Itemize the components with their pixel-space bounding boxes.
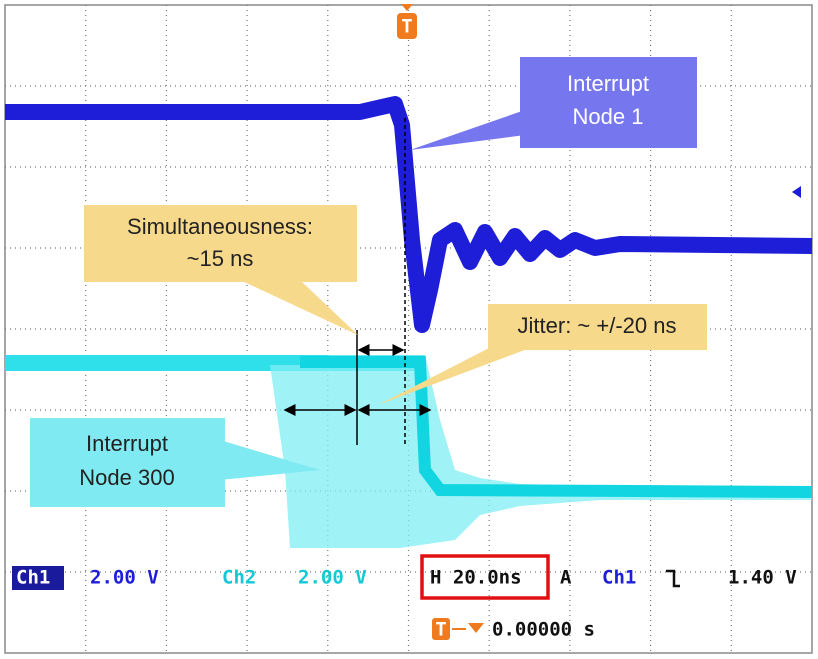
highlight-box xyxy=(420,554,550,600)
jitter-box xyxy=(488,304,707,350)
ch1-badge xyxy=(12,566,64,590)
trigger-pointer xyxy=(401,4,413,11)
offset-icon xyxy=(432,618,450,640)
trigger-icon xyxy=(397,13,417,39)
trigger-mode: A xyxy=(560,567,572,589)
trigger-level: 1.40 V xyxy=(728,567,797,589)
simultaneousness-pointer xyxy=(240,280,358,335)
node1-text: Interrupt xyxy=(567,71,649,96)
node300-pointer xyxy=(220,440,320,480)
ch1-scale: 2.00 V xyxy=(90,567,159,589)
ch1-label: Ch1 xyxy=(16,567,50,589)
offset-icon-label: T xyxy=(435,619,446,641)
trigger-icon-label: T xyxy=(401,16,412,38)
ch2-trace xyxy=(300,356,813,498)
ch1-trace xyxy=(5,96,813,333)
node1-box xyxy=(520,57,697,148)
horizontal-scale: H 20.0ns xyxy=(430,567,522,589)
simultaneousness-text: ~15 ns xyxy=(187,246,254,271)
node1-text: Node 1 xyxy=(573,104,644,129)
trigger-offset: 0.00000 s xyxy=(492,619,595,641)
ch2-jitter-envelope xyxy=(270,355,812,548)
ch1-level-marker xyxy=(792,186,801,198)
offset-pointer xyxy=(468,623,484,633)
jitter-pointer xyxy=(378,345,530,405)
node300-text: Interrupt xyxy=(86,431,168,456)
simultaneousness-box xyxy=(84,205,357,282)
node300-text: Node 300 xyxy=(79,465,174,490)
trigger-source: Ch1 xyxy=(602,567,636,589)
simultaneousness-text: Simultaneousness: xyxy=(127,214,313,239)
trigger-slope xyxy=(666,569,680,588)
node1-pointer xyxy=(410,110,525,150)
ch2-label: Ch2 xyxy=(222,567,256,589)
node300-box xyxy=(30,418,225,507)
ch2-scale: 2.00 V xyxy=(298,567,367,589)
jitter-text: Jitter: ~ +/-20 ns xyxy=(518,313,677,338)
ch2-waveform xyxy=(5,355,813,548)
